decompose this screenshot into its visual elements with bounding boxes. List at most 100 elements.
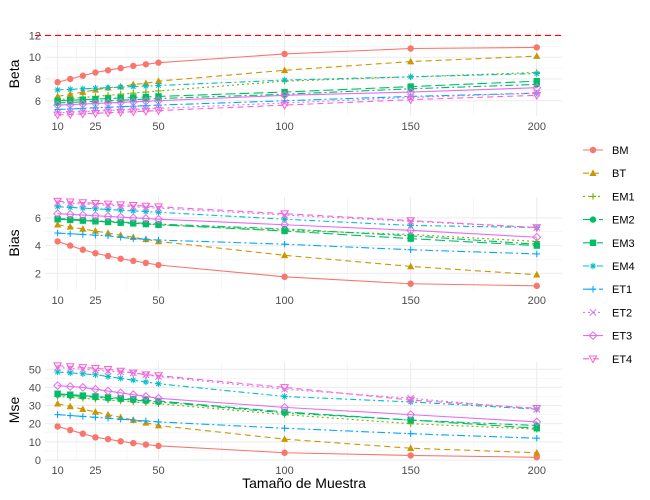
- point-em4: [407, 222, 414, 229]
- legend-label: ET2: [612, 307, 632, 319]
- y-tick-label: 40: [29, 382, 41, 394]
- point-et4: [154, 107, 163, 116]
- point-bt: [280, 66, 289, 74]
- point-et4: [141, 107, 151, 116]
- point-et3: [532, 417, 542, 427]
- point-bm: [155, 59, 162, 66]
- point-em4: [142, 378, 150, 386]
- point-bt: [407, 57, 415, 65]
- x-tick-label: 25: [89, 465, 101, 477]
- point-bm: [130, 62, 137, 70]
- point-em3: [104, 394, 112, 401]
- point-em4: [67, 369, 74, 377]
- point-et1: [117, 415, 124, 423]
- panel-beta: 6 8 10 12 10 25 50 100 150 200 Beta: [6, 30, 562, 133]
- panel-mse: 0 10 20 30 40 50 10 25 50 100 150 200 Mse: [6, 362, 562, 477]
- point-et4: [103, 109, 113, 118]
- point-em3: [407, 235, 414, 242]
- x-tick-label: 200: [528, 465, 546, 477]
- point-em3: [533, 425, 540, 432]
- point-et3: [406, 410, 416, 420]
- legend-marker: [589, 193, 597, 200]
- series-line-et3: [57, 87, 537, 106]
- legend-item-bt: BT: [583, 168, 626, 180]
- point-et3: [103, 386, 113, 396]
- point-em3: [67, 216, 74, 224]
- point-em3: [407, 83, 414, 90]
- series-line-et3: [57, 213, 537, 238]
- point-et2: [154, 372, 163, 381]
- point-bt: [280, 435, 289, 442]
- point-em4: [67, 86, 74, 93]
- point-et4: [280, 101, 290, 110]
- point-bm: [407, 280, 414, 287]
- point-et4: [406, 217, 416, 226]
- legend-label: ET3: [612, 331, 632, 343]
- point-bm: [79, 430, 87, 437]
- point-em4: [142, 208, 150, 215]
- y-tick-label: 12: [29, 30, 41, 42]
- point-em3: [142, 220, 150, 228]
- point-et3: [280, 220, 290, 230]
- point-em3: [533, 77, 540, 85]
- point-et3: [65, 209, 75, 219]
- y-tick-label: 6: [35, 96, 41, 108]
- y-axis-title: Beta: [6, 59, 22, 88]
- point-et4: [128, 369, 138, 378]
- point-et4: [78, 110, 88, 119]
- x-tick-label: 100: [275, 121, 293, 133]
- point-et4: [128, 202, 138, 211]
- point-em4: [54, 203, 61, 210]
- x-axis-title: Tamaño de Muestra: [242, 475, 366, 491]
- point-em3: [79, 217, 87, 224]
- point-et1: [92, 414, 99, 421]
- point-et2: [117, 368, 125, 376]
- point-et4: [103, 200, 113, 209]
- legend-marker: [589, 169, 597, 176]
- point-et3: [78, 99, 88, 109]
- point-bt: [533, 52, 541, 59]
- point-et4: [53, 362, 63, 371]
- x-tick-label: 10: [51, 465, 63, 477]
- point-em4: [142, 82, 150, 90]
- legend-item-em3: EM3: [583, 238, 635, 250]
- point-et3: [78, 382, 88, 392]
- legend-marker: [589, 286, 597, 293]
- point-et3: [116, 97, 126, 107]
- point-bm: [533, 282, 540, 290]
- point-em4: [67, 204, 74, 211]
- point-em3: [130, 396, 137, 403]
- point-bt: [79, 225, 87, 232]
- point-et3: [103, 211, 113, 221]
- point-et3: [141, 214, 151, 224]
- point-em3: [155, 221, 162, 228]
- point-et3: [103, 98, 113, 108]
- point-em3: [92, 218, 99, 225]
- point-em4: [92, 205, 99, 212]
- x-tick-label: 100: [275, 465, 293, 477]
- point-et3: [116, 388, 126, 398]
- x-tick-label: 200: [528, 295, 546, 307]
- point-et4: [128, 108, 138, 117]
- point-et4: [116, 108, 126, 118]
- y-tick-label: 30: [29, 401, 41, 413]
- point-et3: [116, 212, 126, 222]
- point-et4: [532, 404, 542, 414]
- point-bm: [54, 423, 61, 430]
- point-em4: [155, 209, 162, 216]
- point-et1: [79, 413, 87, 420]
- y-tick-label: 8: [35, 74, 41, 86]
- point-em4: [407, 398, 414, 406]
- y-tick-label: 6: [35, 213, 41, 225]
- point-et4: [65, 198, 75, 207]
- x-tick-label: 25: [89, 121, 101, 133]
- point-em4: [130, 376, 137, 384]
- point-em3: [54, 390, 61, 397]
- legend-item-bm: BM: [583, 145, 629, 157]
- point-et4: [141, 371, 151, 380]
- point-bt: [66, 90, 74, 98]
- point-bm: [155, 261, 162, 269]
- panel-bias: 2 4 6 10 25 50 100 150 200 Bias: [6, 197, 562, 307]
- point-et1: [117, 234, 124, 241]
